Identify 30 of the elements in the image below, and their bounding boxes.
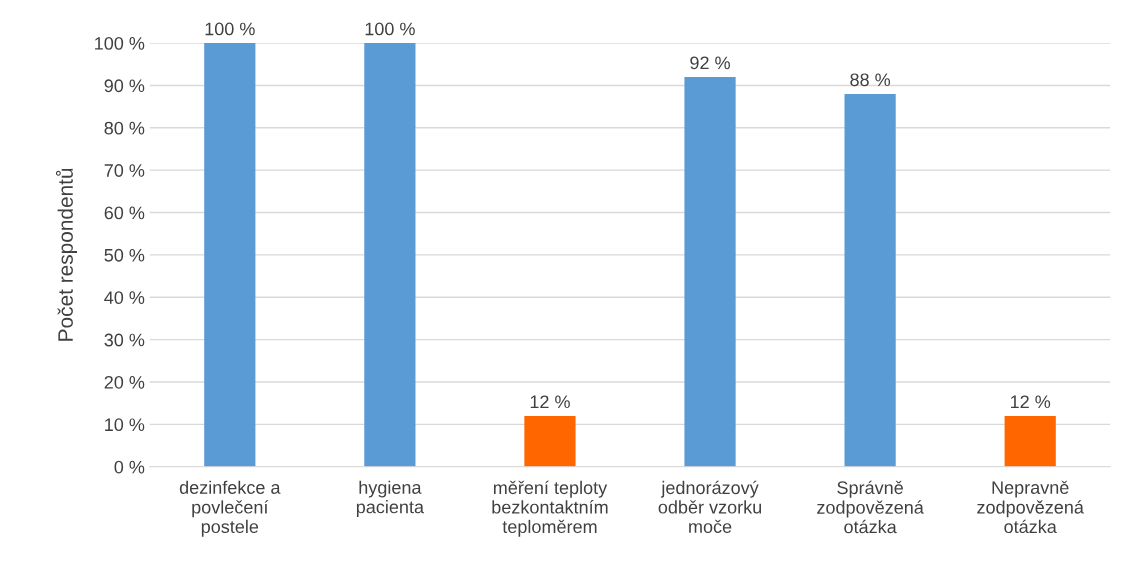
y-tick-label: 90 % — [104, 79, 145, 93]
y-axis-title: Počet respondentů — [55, 168, 78, 341]
y-tick-label: 30 % — [104, 333, 145, 347]
y-tick-label: 10 % — [105, 418, 145, 432]
y-tick-label: 60 % — [104, 206, 145, 220]
bar — [1004, 415, 1056, 467]
data-label: 92 % — [690, 56, 730, 70]
y-tick-label: 20 % — [104, 375, 145, 389]
bar — [844, 93, 896, 467]
y-tick-label: 80 % — [104, 121, 145, 135]
y-tick-label: 40 % — [104, 291, 145, 305]
y-tick-label: 0 % — [114, 460, 145, 474]
x-tick-label: měření teploty bezkontaktním teploměrem — [492, 480, 608, 537]
x-tick-label: Nepravně zodpovězená otázka — [977, 480, 1084, 534]
bar — [364, 43, 416, 467]
data-label: 100 % — [365, 22, 415, 36]
y-tick-label: 70 % — [104, 164, 145, 177]
bar — [524, 415, 576, 467]
data-label: 88 % — [850, 73, 891, 87]
x-tick-label: hygiena pacienta — [356, 480, 425, 517]
x-tick-label: Správně zodpovězená otázka — [817, 480, 924, 534]
data-label: 100 % — [205, 22, 255, 36]
x-tick-label: dezinfekce a povlečení postele — [179, 480, 281, 537]
bar — [204, 43, 256, 467]
data-label: 12 % — [1011, 395, 1051, 409]
y-tick-label: 50 % — [104, 248, 145, 262]
bar — [684, 76, 736, 467]
y-tick-label: 100 % — [95, 37, 145, 50]
x-tick-label: jednorázový odběr vzorku moče — [658, 480, 762, 534]
data-label: 12 % — [530, 395, 570, 409]
